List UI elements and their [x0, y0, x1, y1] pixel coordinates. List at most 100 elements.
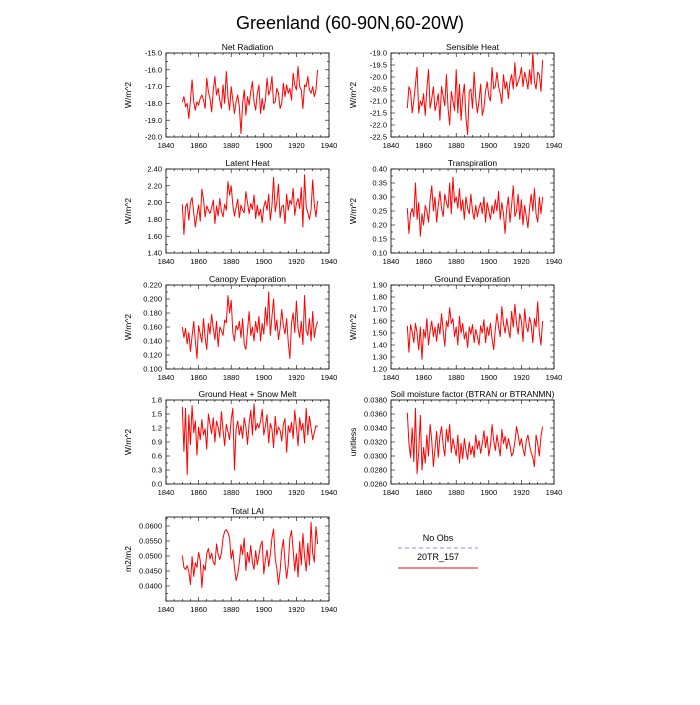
y-tick-label: -18.0	[145, 99, 162, 108]
x-tick-label: 1940	[546, 141, 563, 150]
y-axis-label: W/m^2	[348, 82, 358, 108]
y-axis-label: W/m^2	[123, 198, 133, 224]
chart-panel-5: Canopy Evaporation W/m^2 1840 1860 1880 1900 1…	[123, 274, 337, 382]
y-tick-label: -22.0	[370, 121, 387, 130]
x-tick-label: 1940	[546, 373, 563, 382]
panel-title: Sensible Heat	[446, 42, 500, 52]
x-tick-label: 1940	[321, 141, 338, 150]
x-tick-label: 1900	[480, 141, 497, 150]
y-tick-label: 0.180	[143, 309, 162, 318]
y-tick-label: 1.50	[372, 329, 387, 338]
x-tick-label: 1840	[383, 141, 400, 150]
y-tick-label: 1.2	[152, 424, 162, 433]
series-line	[406, 52, 544, 136]
y-tick-label: 0.0340	[364, 424, 387, 433]
y-tick-label: -17.0	[145, 82, 162, 91]
y-tick-label: 0.120	[143, 351, 162, 360]
x-tick-label: 1840	[158, 605, 175, 614]
x-tick-label: 1940	[321, 605, 338, 614]
y-tick-label: 0.0600	[139, 522, 162, 531]
chart-panel-2: Sensible Heat W/m^2 1840 1860 1880 1900 1920 19…	[348, 42, 562, 150]
y-tick-label: 1.40	[372, 341, 387, 350]
chart-panel-9: Total LAI m2/m2 1840 1860 1880 1900 1920 1940 0.…	[123, 506, 337, 614]
panel-title: Ground Evaporation	[434, 274, 510, 284]
y-tick-label: -20.0	[145, 133, 162, 142]
x-tick-label: 1840	[383, 488, 400, 497]
y-tick-label: 0.30	[372, 193, 387, 202]
x-tick-label: 1860	[190, 605, 207, 614]
y-tick-label: 0.40	[372, 165, 387, 174]
x-tick-label: 1860	[190, 257, 207, 266]
x-tick-label: 1900	[255, 488, 272, 497]
series-line	[181, 174, 319, 236]
y-tick-label: 1.70	[372, 305, 387, 314]
x-tick-label: 1860	[415, 141, 432, 150]
y-tick-label: 0.3	[152, 466, 162, 475]
x-tick-label: 1860	[415, 373, 432, 382]
series-line	[406, 407, 544, 474]
y-tick-label: 1.40	[147, 249, 162, 258]
y-tick-label: 0.0280	[364, 466, 387, 475]
x-tick-label: 1840	[383, 373, 400, 382]
y-tick-label: 0.0500	[139, 552, 162, 561]
x-tick-label: 1880	[448, 488, 465, 497]
y-tick-label: 1.60	[372, 317, 387, 326]
figure-title: Greenland (60-90N,60-20W)	[236, 13, 464, 33]
y-tick-label: 0.0380	[364, 396, 387, 405]
x-tick-label: 1840	[158, 373, 175, 382]
chart-panel-8: Soil moisture factor (BTRAN or BTRANMN) u…	[348, 389, 562, 497]
y-tick-label: 0.200	[143, 295, 162, 304]
x-tick-label: 1940	[546, 257, 563, 266]
x-tick-label: 1920	[513, 257, 530, 266]
panel-title: Total LAI	[231, 506, 264, 516]
y-tick-label: 1.90	[372, 281, 387, 290]
chart-panel-4: Transpiration W/m^2 1840 1860 1880 1900 1920 19…	[348, 158, 562, 266]
panel-title: Latent Heat	[226, 158, 271, 168]
y-tick-label: 1.80	[147, 215, 162, 224]
x-tick-label: 1940	[321, 488, 338, 497]
chart-panel-7: Ground Heat + Snow Melt W/m^2 1840 1860 1880…	[123, 389, 337, 497]
chart-panel-6: Ground Evaporation W/m^2 1840 1860 1880 1900 1…	[348, 274, 562, 382]
y-tick-label: 0.0550	[139, 537, 162, 546]
panel-title: Ground Heat + Snow Melt	[198, 389, 297, 399]
y-tick-label: 0.0260	[364, 480, 387, 489]
y-tick-label: 0.25	[372, 207, 387, 216]
legend-label-20tr-157: 20TR_157	[417, 552, 459, 562]
x-tick-label: 1920	[288, 605, 305, 614]
y-tick-label: 2.40	[147, 165, 162, 174]
y-tick-label: 2.20	[147, 181, 162, 190]
y-tick-label: 0.220	[143, 281, 162, 290]
chart-panel-1: Net Radiation W/m^2 1840 1860 1880 1900 1920 19…	[123, 42, 337, 150]
y-tick-label: -16.0	[145, 65, 162, 74]
y-tick-label: 0.6	[152, 452, 162, 461]
y-tick-label: -21.0	[370, 97, 387, 106]
y-tick-label: -22.5	[370, 133, 387, 142]
y-tick-label: -20.5	[370, 85, 387, 94]
y-tick-label: 0.9	[152, 438, 162, 447]
x-tick-label: 1880	[448, 257, 465, 266]
chart-panel-3: Latent Heat W/m^2 1840 1860 1880 1900 1920 1940…	[123, 158, 337, 266]
x-tick-label: 1840	[158, 488, 175, 497]
x-tick-label: 1920	[288, 373, 305, 382]
y-tick-label: 1.20	[372, 365, 387, 374]
x-tick-label: 1880	[223, 141, 240, 150]
x-tick-label: 1920	[513, 488, 530, 497]
x-tick-label: 1840	[383, 257, 400, 266]
x-tick-label: 1900	[255, 257, 272, 266]
x-tick-label: 1880	[448, 141, 465, 150]
series-line	[181, 65, 319, 135]
y-tick-label: -19.0	[370, 49, 387, 58]
y-tick-label: 0.0300	[364, 452, 387, 461]
panel-title: Transpiration	[448, 158, 498, 168]
y-tick-label: 1.5	[152, 410, 162, 419]
x-tick-label: 1900	[480, 488, 497, 497]
x-tick-label: 1940	[546, 488, 563, 497]
y-tick-label: 0.0400	[139, 582, 162, 591]
y-tick-label: 0.0450	[139, 567, 162, 576]
series-line	[181, 521, 319, 588]
y-axis-label: m2/m2	[123, 546, 133, 572]
x-tick-label: 1880	[223, 257, 240, 266]
y-axis-label: unitless	[348, 428, 358, 457]
x-tick-label: 1840	[158, 141, 175, 150]
